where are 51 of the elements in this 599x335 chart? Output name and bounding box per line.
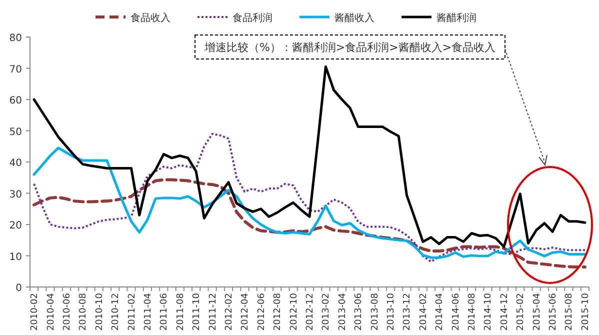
x-tick-label: 2013-10 bbox=[386, 292, 397, 331]
line-series bbox=[32, 178, 586, 268]
x-tick-label: 2015-02 bbox=[516, 293, 526, 331]
legend-label: 食品收入 bbox=[130, 12, 170, 24]
x-tick-label: 2014-04 bbox=[435, 292, 446, 331]
x-tick-label: 2011-04 bbox=[143, 292, 154, 331]
x-tick-label: 2011-02 bbox=[127, 293, 138, 331]
legend-label: 食品利润 bbox=[232, 12, 272, 24]
x-tick-label: 2015-10 bbox=[580, 292, 591, 331]
y-tick-label: 0 bbox=[16, 283, 22, 294]
x-tick-label: 2012-04 bbox=[240, 292, 251, 331]
x-tick-label: 2013-02 bbox=[322, 293, 332, 331]
legend-label: 酱醋利润 bbox=[436, 12, 476, 24]
x-tick-label: 2012-08 bbox=[273, 292, 284, 331]
x-tick-label: 2012-12 bbox=[306, 293, 316, 331]
x-tick-label: 2013-12 bbox=[402, 293, 413, 331]
x-tick-label: 2014-10 bbox=[484, 292, 494, 331]
y-tick-label: 30 bbox=[9, 189, 22, 200]
y-tick-label: 10 bbox=[9, 252, 22, 263]
x-tick-label: 2010-06 bbox=[62, 292, 72, 331]
x-tick-label: 2015-08 bbox=[564, 292, 575, 331]
x-tick-label: 2012-10 bbox=[289, 292, 300, 331]
y-tick-label: 40 bbox=[9, 158, 22, 169]
x-tick-label: 2010-04 bbox=[46, 292, 56, 331]
x-tick-label: 2014-06 bbox=[451, 292, 462, 331]
x-tick-label: 2011-10 bbox=[192, 292, 202, 331]
x-tick-label: 2011-06 bbox=[160, 292, 170, 331]
x-tick-label: 2011-12 bbox=[208, 293, 218, 331]
x-tick-label: 2014-08 bbox=[468, 292, 478, 331]
y-tick-label: 60 bbox=[9, 96, 22, 106]
x-tick-label: 2014-12 bbox=[500, 293, 510, 331]
y-tick-label: 20 bbox=[9, 220, 22, 232]
x-tick-label: 2012-02 bbox=[224, 293, 234, 331]
y-tick-label: 80 bbox=[9, 33, 22, 44]
annotation: 增速比较（%）：酱醋利润>食品利润>酱醋收入>食品收入 bbox=[203, 41, 496, 54]
x-tick-label: 2015-06 bbox=[548, 292, 559, 331]
x-tick-label: 2013-08 bbox=[370, 292, 380, 331]
x-tick-label: 2010-08 bbox=[78, 292, 89, 331]
x-tick-label: 2010-12 bbox=[111, 293, 122, 331]
y-tick-label: 50 bbox=[9, 126, 22, 138]
line-series bbox=[32, 65, 586, 248]
x-tick-label: 2010-02 bbox=[30, 293, 40, 331]
x-tick-label: 2010-10 bbox=[94, 292, 105, 331]
x-tick-label: 2012-06 bbox=[256, 292, 267, 331]
x-tick-label: 2011-08 bbox=[176, 292, 186, 331]
y-tick-label: 70 bbox=[9, 64, 22, 76]
x-tick-label: 2013-04 bbox=[338, 292, 348, 331]
x-tick-label: 2013-06 bbox=[354, 292, 364, 331]
legend-label: 酱醋收入 bbox=[334, 12, 374, 24]
x-tick-label: 2014-02 bbox=[418, 293, 429, 331]
x-tick-label: 2015-04 bbox=[532, 292, 542, 331]
